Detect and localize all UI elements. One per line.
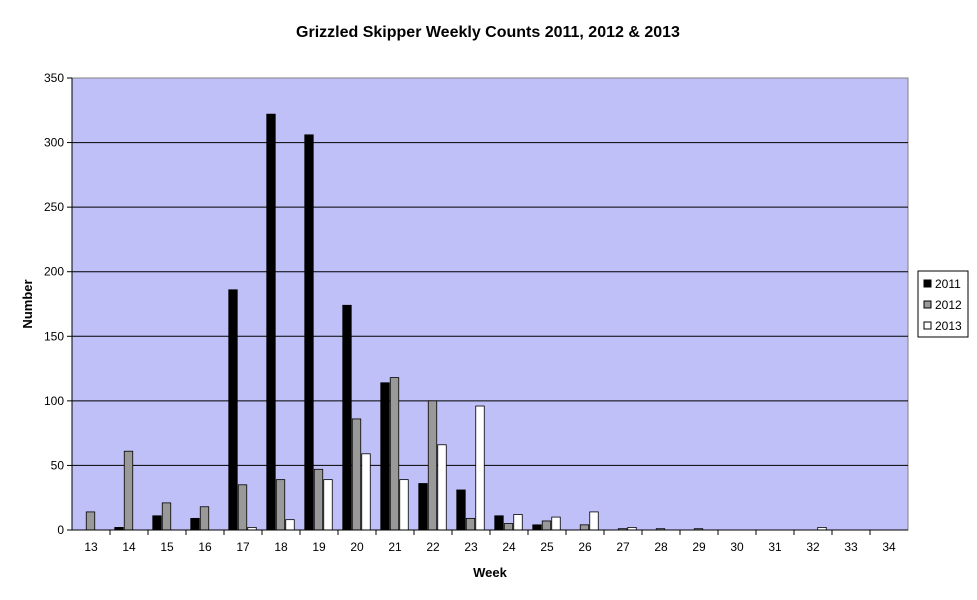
y-tick-label: 50 [51, 458, 65, 472]
bar-2013-week-20 [361, 453, 371, 531]
y-tick-label: 200 [44, 265, 64, 279]
x-tick-label: 13 [84, 540, 98, 554]
y-tick-label: 0 [57, 523, 64, 537]
x-tick-label: 29 [692, 540, 706, 554]
x-tick-label: 23 [464, 540, 478, 554]
bar-2012-week-15 [161, 502, 172, 531]
bar-2011-week-20 [342, 304, 352, 531]
x-tick-label: 16 [198, 540, 212, 554]
bar-2011-week-17 [228, 289, 238, 531]
x-tick-label: 28 [654, 540, 668, 554]
bars [85, 113, 827, 531]
y-tick-label: 250 [44, 200, 64, 214]
bar-2012-week-19 [313, 468, 324, 531]
bar-2011-week-22 [418, 483, 428, 531]
x-tick-label: 32 [806, 540, 820, 554]
y-axis-label: Number [20, 279, 35, 328]
bar-2011-week-23 [456, 489, 466, 531]
bar-2011-week-21 [380, 382, 390, 531]
bar-2012-week-21 [389, 377, 400, 531]
y-tick-label: 100 [44, 394, 64, 408]
bar-2012-week-20 [351, 418, 362, 531]
legend-label-2013: 2013 [935, 319, 962, 333]
bar-2013-week-23 [475, 405, 485, 531]
bar-2011-week-25 [532, 524, 542, 531]
legend-swatch-2012 [923, 300, 932, 309]
x-tick-label: 33 [844, 540, 858, 554]
x-axis-label: Week [473, 565, 507, 580]
x-tick-label: 19 [312, 540, 326, 554]
x-tick-label: 20 [350, 540, 364, 554]
bar-2012-week-22 [427, 400, 438, 531]
bar-2012-week-24 [503, 523, 514, 531]
bar-2011-week-18 [266, 113, 276, 531]
x-tick-label: 26 [578, 540, 592, 554]
bar-2012-week-23 [465, 517, 476, 531]
bar-2011-week-24 [494, 515, 504, 531]
legend-swatch-2011 [923, 279, 932, 288]
x-tick-label: 30 [730, 540, 744, 554]
bar-2011-week-16 [190, 517, 200, 531]
y-tick-label: 300 [44, 136, 64, 150]
bar-2013-week-21 [399, 479, 409, 531]
bar-2013-week-26 [589, 511, 599, 531]
bar-2012-week-26 [579, 524, 590, 531]
bar-2012-week-25 [541, 520, 552, 531]
x-tick-label: 27 [616, 540, 630, 554]
bar-2013-week-25 [551, 516, 561, 531]
x-tick-label: 31 [768, 540, 782, 554]
legend-swatch-2013 [923, 321, 932, 330]
y-tick-label: 150 [44, 329, 64, 343]
x-tick-label: 24 [502, 540, 516, 554]
bar-2013-week-19 [323, 479, 333, 531]
bar-2012-week-16 [199, 506, 210, 531]
x-tick-label: 14 [122, 540, 136, 554]
bar-2011-week-19 [304, 134, 314, 531]
chart-title: Grizzled Skipper Weekly Counts 2011, 201… [296, 24, 680, 41]
axes: 0 50 100 150 200 250 300 350 13 14 15 16 17 18 19 20 21 2… [44, 71, 908, 554]
bar-2013-week-24 [513, 514, 523, 531]
legend-label-2012: 2012 [935, 298, 962, 312]
x-tick-label: 15 [160, 540, 174, 554]
gridlines [72, 142, 908, 466]
plot-area [71, 77, 909, 531]
x-tick-label: 17 [236, 540, 250, 554]
x-tick-label: 25 [540, 540, 554, 554]
x-tick-label: 34 [882, 540, 896, 554]
bar-2012-week-17 [237, 484, 248, 531]
bar-2013-week-22 [437, 444, 447, 531]
bar-2011-week-15 [152, 515, 162, 531]
legend-label-2011: 2011 [935, 277, 961, 291]
bar-2012-week-14 [123, 450, 134, 531]
bar-2013-week-18 [285, 519, 295, 531]
bar-2012-week-18 [275, 479, 286, 531]
y-tick-label: 350 [44, 71, 64, 85]
x-tick-label: 22 [426, 540, 440, 554]
x-tick-label: 21 [388, 540, 402, 554]
bar-2012-week-13 [85, 511, 96, 531]
x-tick-label: 18 [274, 540, 288, 554]
legend: 2011 2012 2013 [917, 270, 969, 338]
